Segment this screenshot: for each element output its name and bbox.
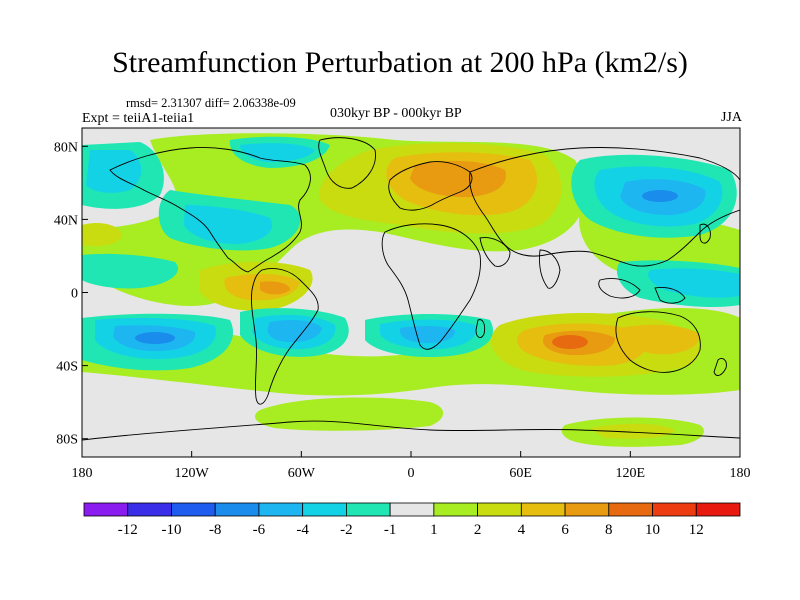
lat-tick-label: 80S — [56, 433, 78, 448]
colorbar-label: -8 — [209, 522, 222, 538]
experiment-label: Expt = teiiA1-teiia1 — [82, 111, 195, 126]
positive-anomaly-8 — [552, 335, 588, 349]
colorbar-swatch — [477, 502, 522, 517]
colorbar-swatch — [695, 502, 741, 517]
period-label: 030kyr BP - 000kyr BP — [330, 106, 462, 121]
lon-tick-label: 120W — [175, 466, 210, 481]
positive-anomaly-6 — [260, 160, 615, 356]
chart-title: Streamfunction Perturbation at 200 hPa (… — [112, 46, 688, 79]
colorbar-label: 10 — [645, 522, 660, 538]
lon-tick-label: 180 — [730, 466, 751, 481]
lat-tick-label: 0 — [71, 287, 78, 302]
colorbar-label: 8 — [605, 522, 613, 538]
colorbar-label: -4 — [296, 522, 309, 538]
colorbar-swatch — [302, 502, 347, 517]
colorbar-swatch — [345, 502, 391, 517]
season-label: JJA — [720, 110, 742, 125]
colorbar-swatch — [83, 502, 129, 517]
streamfunction-field — [82, 128, 740, 457]
colorbar-label: 12 — [689, 522, 704, 538]
colorbar-swatch — [127, 502, 172, 517]
colorbar-swatch — [652, 502, 697, 517]
colorbar-swatch — [608, 502, 653, 517]
colorbar-label: -10 — [161, 522, 181, 538]
colorbar-label: -1 — [384, 522, 397, 538]
lon-tick-label: 120E — [616, 466, 646, 481]
longitude-axis: 180 120W 60W 0 60E 120E 180 — [72, 451, 751, 481]
colorbar-label: -6 — [253, 522, 266, 538]
colorbar-label: 4 — [518, 522, 526, 538]
lon-tick-label: 60W — [288, 466, 316, 481]
lat-tick-label: 40N — [54, 213, 78, 228]
latitude-axis: 80N 40N 0 40S 80S — [54, 140, 88, 448]
colorbar-label: 6 — [561, 522, 569, 538]
lon-tick-label: 60E — [509, 466, 532, 481]
lon-tick-label: 0 — [408, 466, 415, 481]
colorbar-label: 1 — [430, 522, 438, 538]
lon-tick-label: 180 — [72, 466, 93, 481]
stats-text: rmsd= 2.31307 diff= 2.06338e-09 — [126, 96, 296, 110]
coastlines — [82, 137, 740, 441]
colorbar-swatch — [214, 502, 260, 517]
colorbar: -12 -10 -8 -6 -4 -2 -1 1 2 4 6 8 10 12 — [83, 502, 741, 538]
colorbar-label: 2 — [474, 522, 482, 538]
colorbar-swatch — [520, 502, 566, 517]
colorbar-label: -12 — [118, 522, 138, 538]
lat-tick-label: 40S — [56, 360, 78, 375]
lat-tick-label: 80N — [54, 140, 78, 155]
colorbar-swatch — [389, 502, 435, 517]
colorbar-swatch — [564, 502, 610, 517]
colorbar-label: -2 — [340, 522, 353, 538]
colorbar-swatch — [433, 502, 479, 517]
negative-anomaly-6 — [135, 190, 678, 344]
colorbar-swatch — [258, 502, 304, 517]
colorbar-swatch — [171, 502, 216, 517]
